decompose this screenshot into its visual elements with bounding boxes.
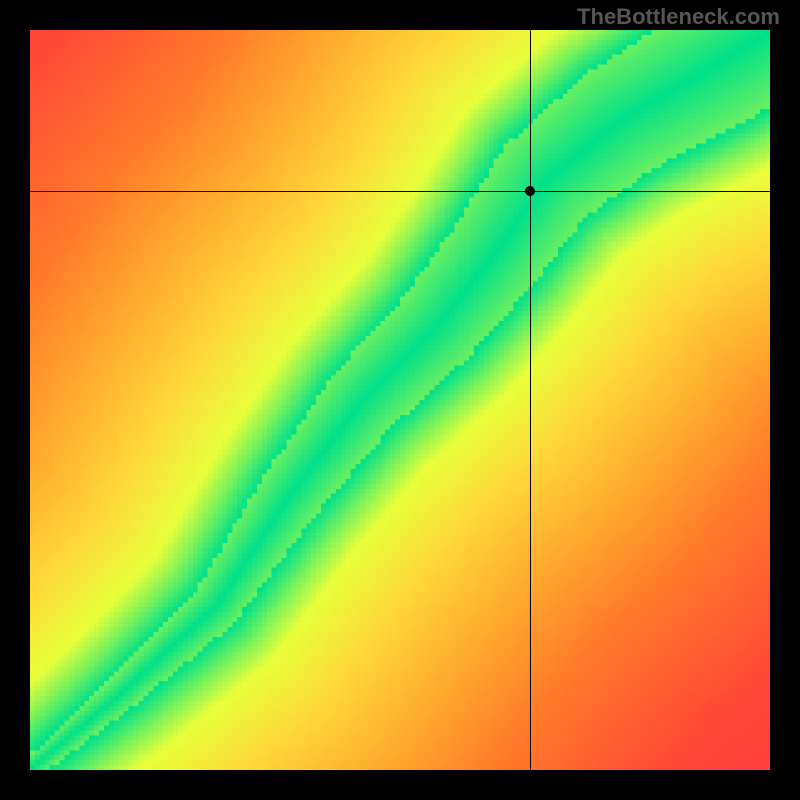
crosshair-vertical bbox=[530, 30, 531, 770]
marker-point bbox=[525, 186, 535, 196]
watermark-text: TheBottleneck.com bbox=[577, 4, 780, 30]
crosshair-horizontal bbox=[30, 191, 770, 192]
heatmap-canvas bbox=[30, 30, 770, 770]
bottleneck-heatmap bbox=[30, 30, 770, 770]
